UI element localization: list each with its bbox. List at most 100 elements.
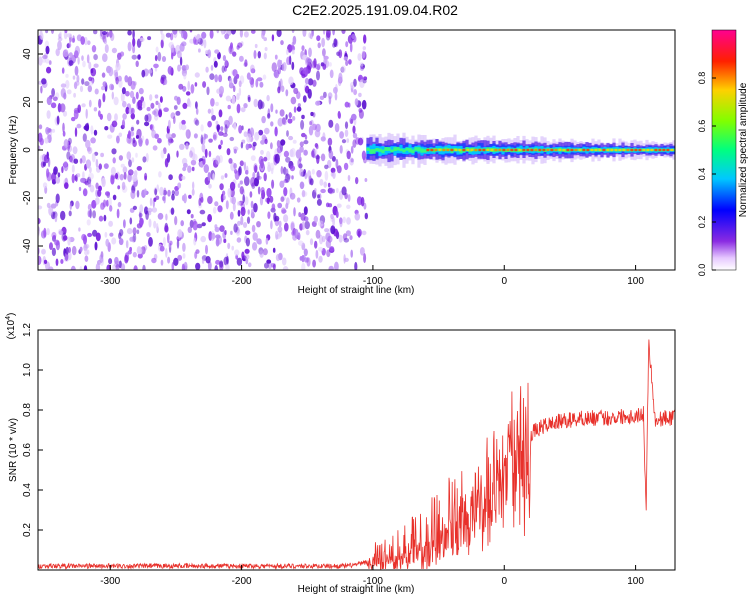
spectrogram-cell bbox=[54, 239, 60, 246]
spectrogram-band-cell bbox=[420, 148, 424, 153]
spectrogram-cell bbox=[309, 121, 313, 126]
spectrogram-cell bbox=[173, 116, 176, 124]
spectrogram-cell bbox=[328, 62, 332, 67]
spectrogram-cell bbox=[84, 36, 88, 46]
spectrogram-peak-cell bbox=[570, 148, 574, 152]
spectrogram-cell bbox=[362, 46, 366, 51]
spectrogram-cell bbox=[231, 196, 236, 205]
snr-y-label: SNR (10 * v/v) bbox=[8, 418, 19, 482]
spectrogram-cell bbox=[260, 187, 265, 194]
spectrogram-cell bbox=[121, 181, 126, 191]
spectrogram-cell bbox=[45, 30, 49, 34]
spectrogram-cell bbox=[361, 230, 367, 236]
spectrogram-cell bbox=[121, 119, 126, 129]
spectrogram-cell bbox=[320, 188, 326, 194]
spectrogram-peak-cell bbox=[482, 148, 486, 152]
spectrogram-cell bbox=[141, 69, 146, 78]
spectrogram-cell bbox=[283, 150, 289, 158]
spectrogram-cell bbox=[343, 254, 346, 264]
spectrogram-cell bbox=[136, 229, 140, 235]
spectrogram-cell bbox=[304, 172, 308, 180]
spectrogram-cell bbox=[252, 141, 257, 147]
spectrogram-cell bbox=[214, 226, 220, 233]
spectrogram-cell bbox=[158, 109, 163, 118]
spectrogram-cell bbox=[129, 236, 135, 242]
spectrogram-cell bbox=[282, 118, 287, 126]
spectrogram-cell bbox=[326, 30, 331, 38]
spectrogram-cell bbox=[246, 72, 251, 80]
spectrogram-cell bbox=[83, 244, 88, 252]
spectrogram-cell bbox=[124, 254, 129, 264]
spectrogram-cell bbox=[243, 103, 248, 109]
spectrogram-cell bbox=[242, 222, 248, 228]
spectrogram-cell bbox=[323, 181, 328, 188]
spectrogram-cell bbox=[238, 87, 242, 96]
spectrogram-cell bbox=[132, 251, 137, 258]
spectrogram-cell bbox=[359, 247, 365, 256]
spectrogram-cell bbox=[147, 36, 152, 41]
spectrogram-cell bbox=[246, 216, 251, 224]
spectrogram-cell bbox=[125, 90, 130, 97]
spectrogram-cell bbox=[160, 77, 165, 84]
spectrogram-cell bbox=[263, 156, 268, 162]
spectrogram-cell bbox=[270, 167, 274, 175]
spectrogram-cell bbox=[72, 75, 76, 80]
spectrogram-cell bbox=[103, 163, 109, 170]
spectrogram-cell bbox=[170, 112, 176, 119]
spectrogram-cell bbox=[141, 135, 145, 141]
spectrogram-cell bbox=[65, 79, 70, 89]
spectrogram-cell bbox=[94, 197, 100, 205]
spectrogram-cell bbox=[263, 52, 267, 60]
spectrogram-cell bbox=[281, 209, 287, 214]
spectrogram-cell bbox=[361, 99, 367, 110]
spectrogram-cell bbox=[124, 75, 129, 83]
spectrogram-cell bbox=[326, 249, 331, 258]
spectrogram-cell bbox=[154, 133, 159, 139]
spectrogram-cell bbox=[307, 170, 312, 179]
spectrogram-cell bbox=[350, 158, 354, 163]
snr-x-label: Height of straight line (km) bbox=[298, 584, 415, 595]
spectrogram-cell bbox=[127, 250, 132, 255]
spectrogram-cell bbox=[110, 84, 115, 91]
spectrogram-cell bbox=[245, 165, 249, 175]
spectrogram-cell bbox=[214, 265, 218, 270]
spectrogram-x-axis: -300 -200 -100 0 100 bbox=[100, 265, 644, 287]
spectrogram-cell bbox=[240, 215, 244, 226]
spectrogram-cell bbox=[181, 119, 186, 125]
spectrogram-cell bbox=[98, 98, 102, 109]
spectrogram-cell bbox=[154, 188, 158, 196]
spectrogram-cell bbox=[239, 180, 243, 185]
spectrogram-cell bbox=[334, 261, 339, 270]
spectrogram-cell bbox=[157, 51, 162, 62]
spectrogram-cell bbox=[139, 37, 145, 42]
spectrogram-cell bbox=[182, 102, 188, 109]
spectrogram-cell bbox=[363, 34, 367, 44]
spectrogram-cell bbox=[195, 119, 200, 126]
spectrogram-cell bbox=[142, 264, 146, 270]
spectrogram-cell bbox=[171, 190, 175, 196]
spectrogram-cell bbox=[339, 131, 344, 139]
spectrogram-cell bbox=[357, 137, 364, 146]
spectrogram-cell bbox=[88, 99, 92, 108]
spectrogram-cell bbox=[353, 78, 357, 87]
spectrogram-peak-cell bbox=[590, 148, 594, 152]
spectrogram-cell bbox=[85, 108, 88, 119]
spectrogram-cell bbox=[187, 226, 192, 233]
spectrogram-cell bbox=[241, 251, 245, 260]
spectrogram-cell bbox=[42, 54, 48, 60]
spectrogram-cell bbox=[237, 209, 241, 217]
spectrogram-cell bbox=[159, 245, 165, 252]
spectrogram-cell bbox=[240, 107, 246, 113]
spectrogram-cell bbox=[270, 103, 274, 113]
spectrogram-cell bbox=[208, 150, 212, 158]
spectrogram-peak-cell bbox=[602, 148, 606, 152]
spectrogram-cell bbox=[343, 162, 349, 171]
spectrogram-cell bbox=[318, 246, 324, 252]
spectrogram-cell bbox=[81, 78, 85, 85]
spectrogram-cell bbox=[231, 245, 234, 251]
spectrogram-cell bbox=[286, 56, 291, 66]
spectrogram-peak-cell bbox=[466, 148, 470, 152]
spectrogram-cell bbox=[73, 158, 79, 164]
spectrogram-cell bbox=[338, 234, 343, 243]
spectrogram-cell bbox=[269, 195, 274, 203]
